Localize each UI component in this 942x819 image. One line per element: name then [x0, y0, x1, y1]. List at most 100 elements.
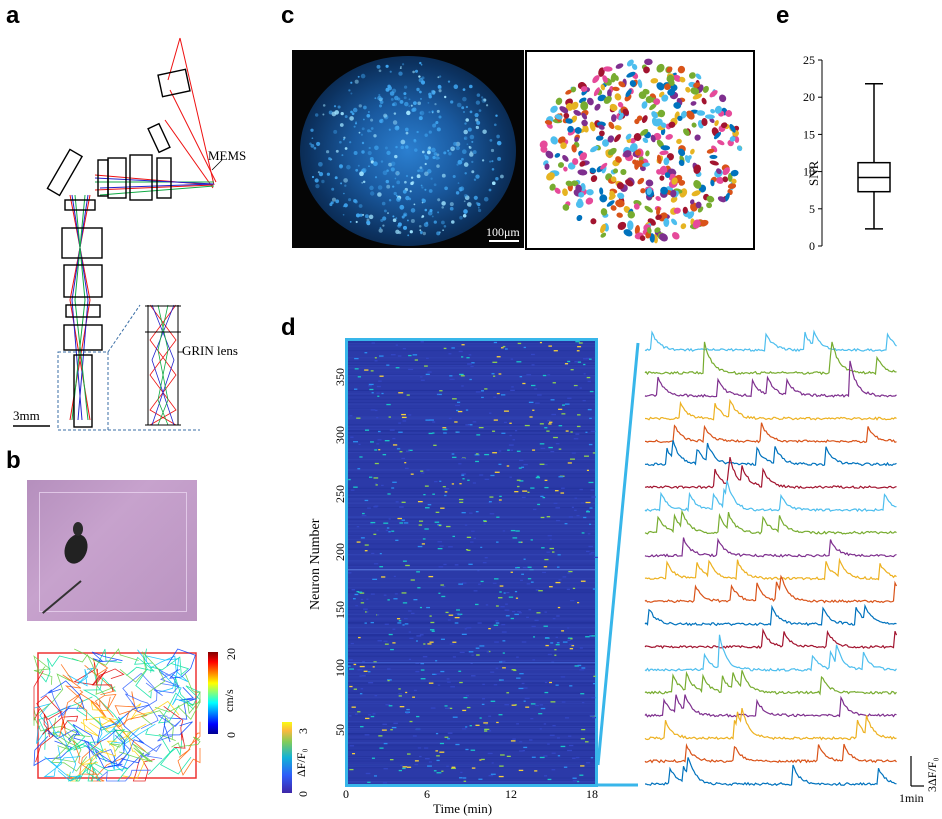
roi-cell	[690, 87, 700, 95]
roi-cell	[611, 114, 617, 123]
roi-cell	[607, 89, 612, 98]
heatmap-event	[484, 453, 490, 456]
heatmap-event	[454, 622, 459, 624]
roi-cell	[565, 89, 573, 95]
fluorescence-cell	[377, 192, 382, 197]
heatmap-event	[543, 723, 547, 725]
heatmap-ytick-label: 150	[333, 601, 347, 620]
heatmap-event	[473, 537, 476, 540]
roi-cell	[670, 196, 678, 203]
dff-colorbar-min: 0	[296, 791, 310, 797]
fluorescence-cell	[396, 224, 399, 227]
roi-cell	[646, 227, 652, 234]
roi-cell	[657, 109, 666, 118]
heatmap-event	[479, 645, 485, 647]
heatmap-event	[467, 549, 471, 551]
roi-cell	[685, 86, 691, 93]
roi-cell	[612, 86, 620, 92]
heatmap-event	[567, 639, 571, 642]
fluorescence-cell	[413, 203, 416, 206]
fluorescence-cell	[378, 69, 382, 73]
heatmap-event	[532, 449, 536, 451]
heatmap-event	[509, 422, 512, 424]
heatmap-row	[348, 591, 595, 593]
heatmap-event	[510, 389, 515, 392]
heatmap-event	[526, 583, 531, 585]
roi-cell	[713, 132, 722, 140]
roi-cell	[655, 214, 662, 220]
heatmap-event	[378, 735, 383, 737]
heatmap-event	[499, 661, 503, 663]
heatmap-row	[348, 757, 595, 759]
heatmap-event	[582, 399, 586, 402]
heatmap-event	[391, 530, 395, 532]
heatmap-row	[348, 357, 595, 359]
fluorescence-cell	[405, 195, 410, 201]
heatmap-event	[540, 495, 544, 498]
heatmap-event	[381, 484, 384, 487]
roi-cell	[678, 148, 686, 157]
fluorescence-cell	[466, 143, 469, 146]
heatmap-event	[558, 476, 564, 478]
heatmap-row	[348, 393, 595, 395]
heatmap-event	[502, 530, 506, 532]
heatmap-event	[548, 446, 553, 449]
heatmap-event	[535, 477, 541, 479]
heatmap-ytick-label: 300	[333, 426, 347, 445]
fluorescence-cell	[339, 140, 342, 144]
heatmap-event	[522, 490, 528, 492]
heatmap-row	[348, 564, 595, 566]
heatmap-row	[348, 592, 595, 594]
fluorescence-cell	[464, 172, 467, 175]
heatmap-event	[387, 493, 391, 495]
heatmap-event	[451, 453, 455, 455]
fluorescence-cell	[349, 116, 354, 121]
fluorescence-cell	[416, 174, 421, 179]
heatmap-event	[470, 365, 474, 368]
heatmap-event	[402, 560, 407, 562]
heatmap-row	[348, 495, 595, 496]
heatmap-event	[402, 420, 407, 422]
heatmap-event	[551, 551, 555, 553]
heatmap-event	[577, 361, 582, 363]
roi-cell	[582, 124, 589, 133]
heatmap-event	[409, 637, 414, 639]
fluorescence-cell	[379, 119, 383, 123]
roi-cell	[627, 211, 636, 219]
heatmap-row	[348, 341, 595, 342]
heatmap-event	[560, 745, 566, 748]
roi-cell	[729, 136, 736, 142]
heatmap-event	[504, 609, 510, 611]
trajectory-segment	[90, 700, 112, 726]
trajectory-segment	[33, 703, 51, 744]
heatmap-event	[557, 554, 561, 556]
heatmap-event	[438, 592, 441, 594]
heatmap-event	[494, 471, 500, 473]
fluorescence-cell	[424, 133, 428, 137]
heatmap-event	[393, 598, 398, 600]
fluorescence-cell	[451, 220, 455, 224]
fluorescence-cell	[406, 219, 409, 222]
heatmap-row	[348, 756, 595, 758]
heatmap-event	[388, 633, 393, 636]
heatmap-row	[348, 389, 595, 391]
heatmap-event	[496, 541, 499, 543]
heatmap-event	[412, 696, 416, 698]
heatmap-event	[461, 385, 464, 387]
heatmap-event	[443, 347, 447, 350]
heatmap-event	[550, 642, 554, 644]
heatmap-event	[457, 401, 461, 403]
fluorescence-cell	[468, 145, 471, 148]
heatmap-row	[348, 763, 595, 765]
heatmap-event	[576, 350, 580, 352]
heatmap-event	[424, 365, 428, 367]
heatmap-row	[348, 647, 595, 649]
heatmap-event	[465, 748, 469, 751]
heatmap-event	[372, 713, 376, 715]
heatmap-event	[432, 673, 437, 675]
heatmap-event	[429, 641, 434, 643]
heatmap-event	[592, 452, 596, 454]
fluorescence-cell	[477, 202, 481, 207]
heatmap-event	[378, 449, 381, 451]
heatmap-event	[580, 693, 585, 695]
